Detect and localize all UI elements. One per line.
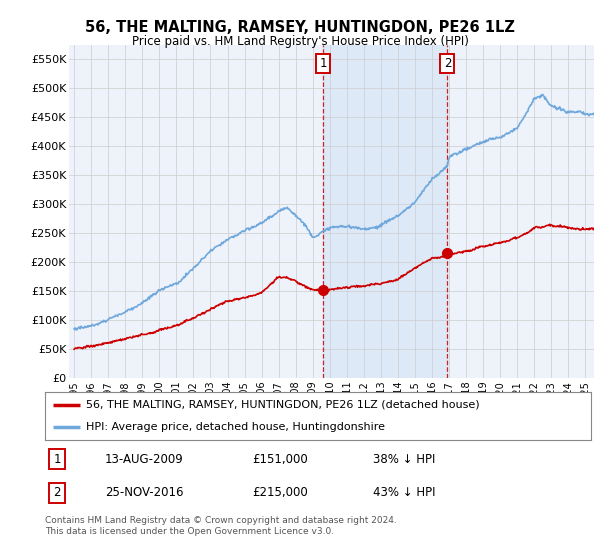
Text: 38% ↓ HPI: 38% ↓ HPI (373, 452, 435, 466)
Text: 25-NOV-2016: 25-NOV-2016 (105, 486, 184, 500)
Text: 2: 2 (53, 486, 61, 500)
Text: £151,000: £151,000 (253, 452, 308, 466)
Text: HPI: Average price, detached house, Huntingdonshire: HPI: Average price, detached house, Hunt… (86, 422, 385, 432)
Text: £215,000: £215,000 (253, 486, 308, 500)
Text: 56, THE MALTING, RAMSEY, HUNTINGDON, PE26 1LZ: 56, THE MALTING, RAMSEY, HUNTINGDON, PE2… (85, 20, 515, 35)
Text: 1: 1 (53, 452, 61, 466)
Text: 1: 1 (320, 57, 327, 70)
Bar (323, 45, 448, 378)
Text: 13-AUG-2009: 13-AUG-2009 (105, 452, 184, 466)
Text: 2: 2 (443, 57, 451, 70)
Text: 56, THE MALTING, RAMSEY, HUNTINGDON, PE26 1LZ (detached house): 56, THE MALTING, RAMSEY, HUNTINGDON, PE2… (86, 400, 479, 410)
Text: Price paid vs. HM Land Registry's House Price Index (HPI): Price paid vs. HM Land Registry's House … (131, 35, 469, 48)
Text: 43% ↓ HPI: 43% ↓ HPI (373, 486, 435, 500)
Text: Contains HM Land Registry data © Crown copyright and database right 2024.
This d: Contains HM Land Registry data © Crown c… (45, 516, 397, 536)
